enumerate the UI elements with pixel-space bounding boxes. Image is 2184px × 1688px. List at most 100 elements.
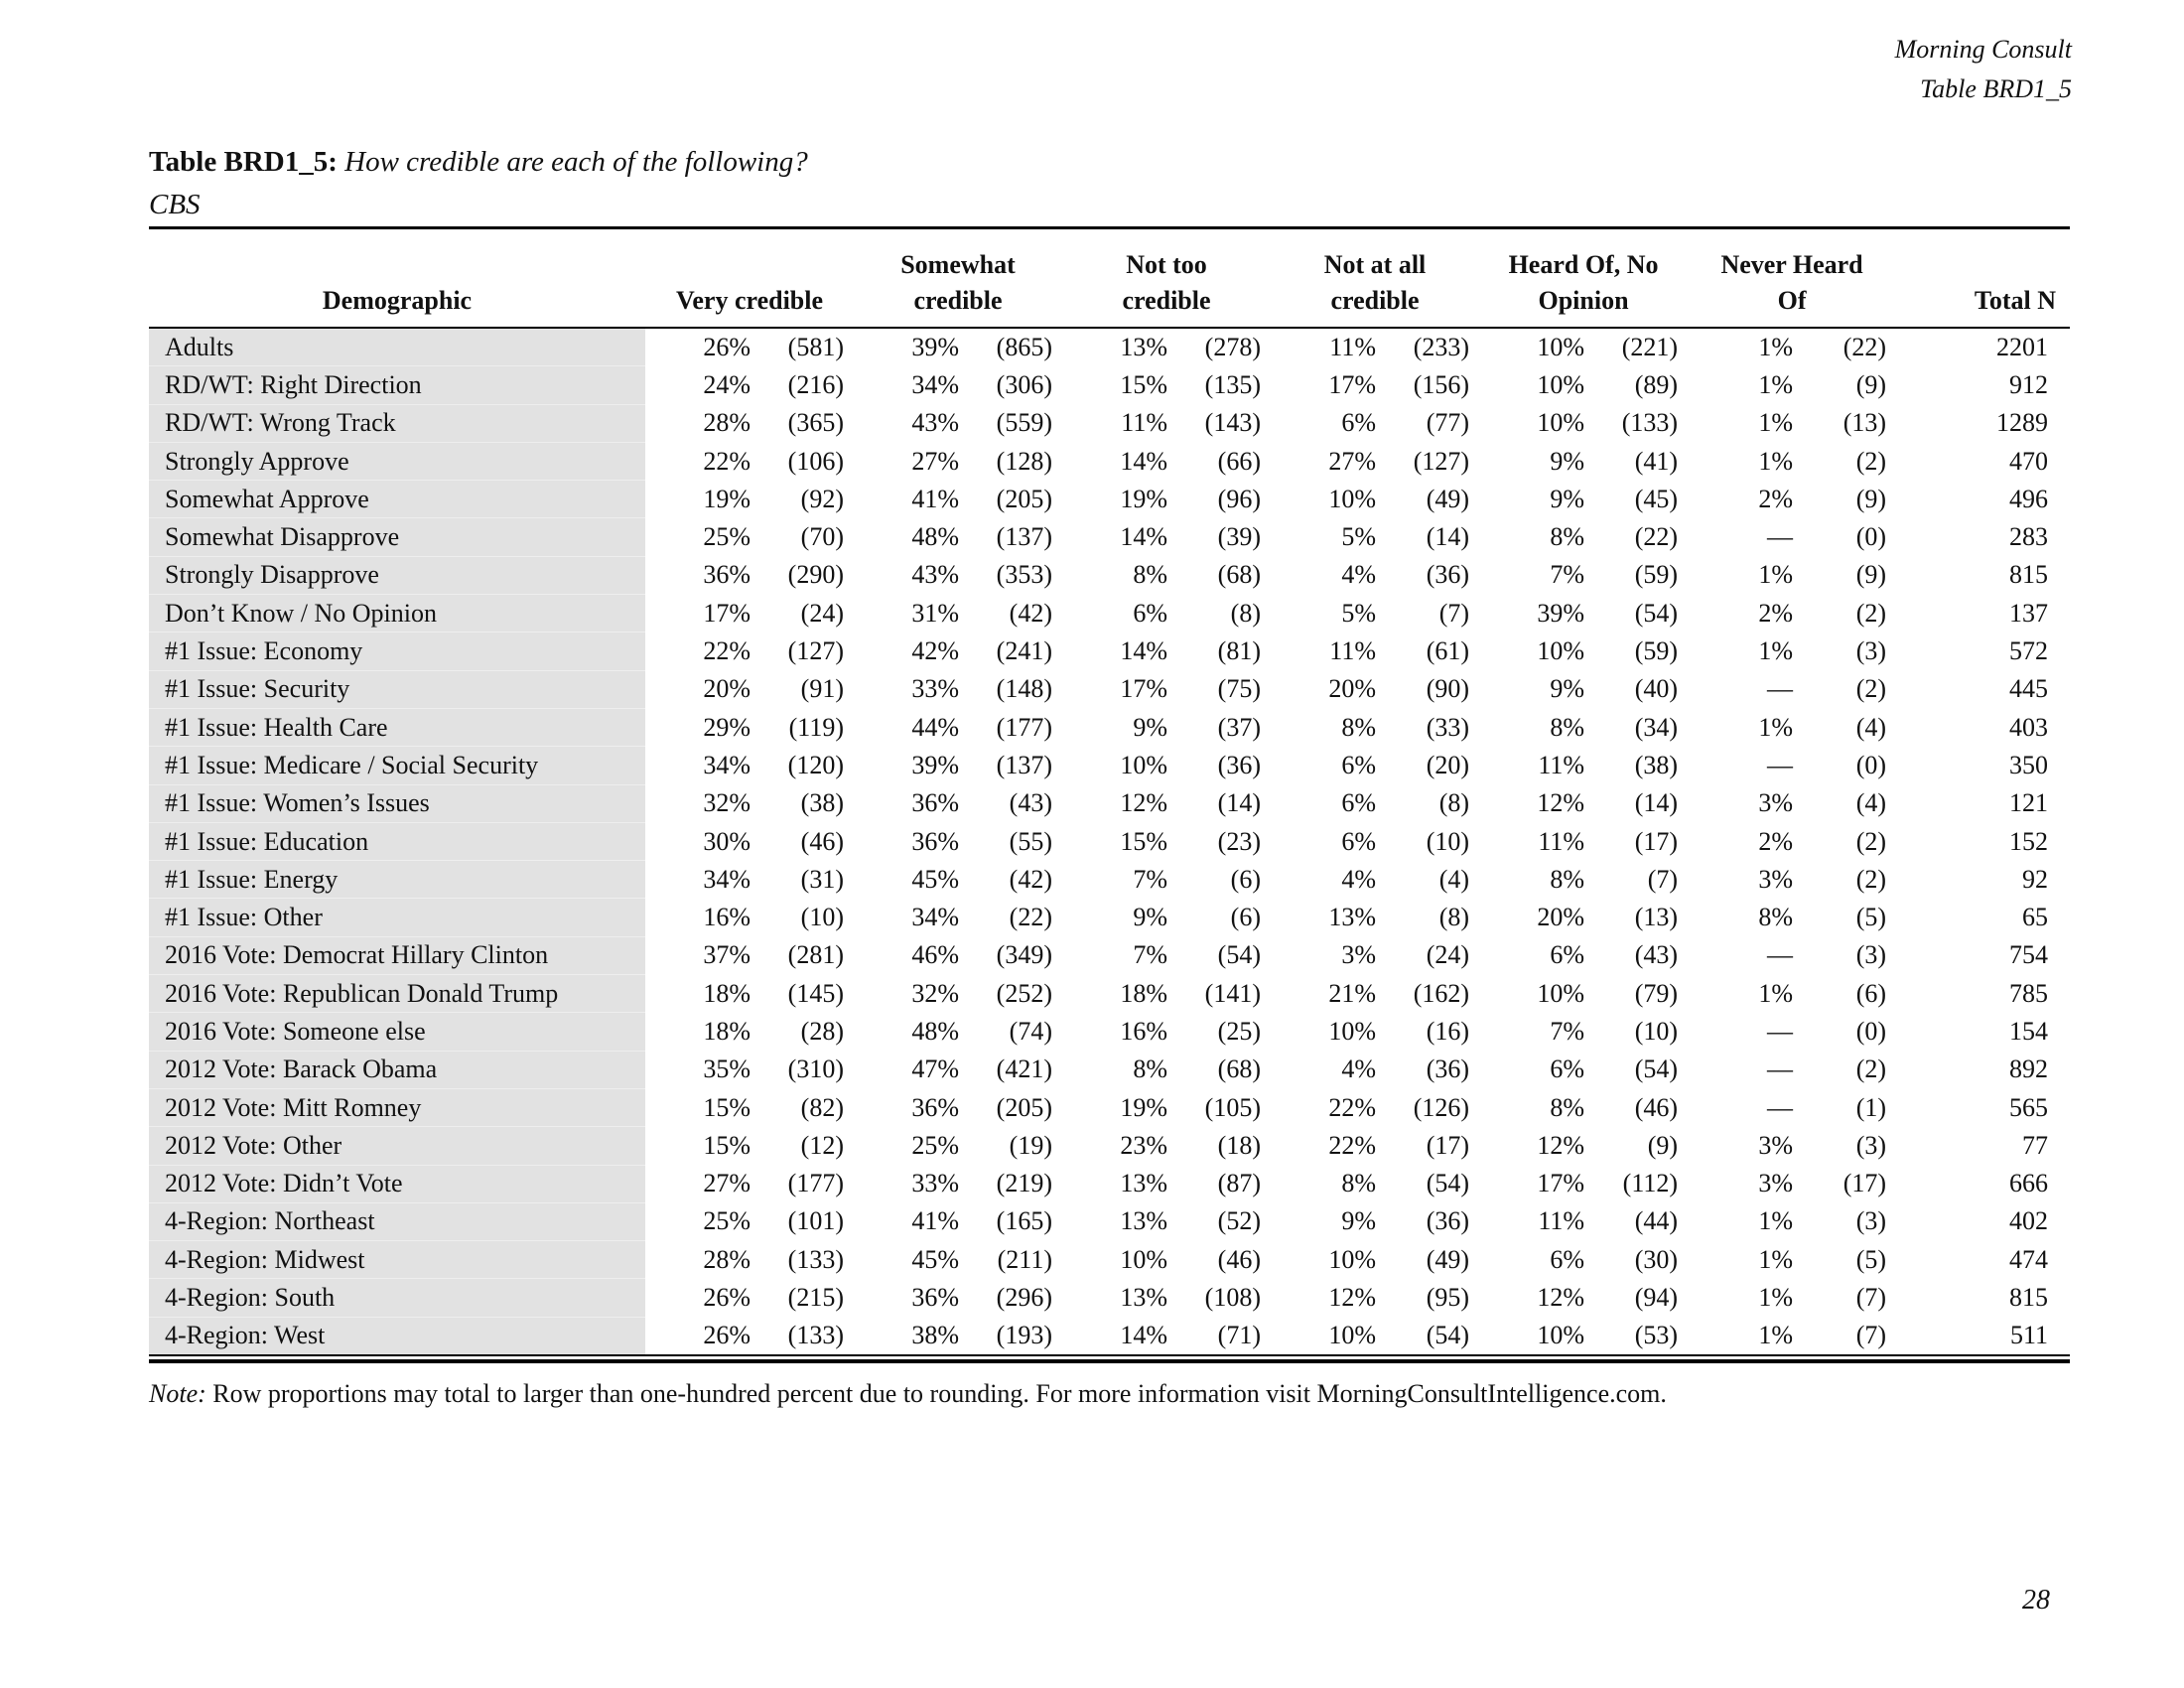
table-row: 2012 Vote: Other 15% (12) 25% (19) 23% (18) 22%… [149, 1126, 2070, 1166]
cell-count: (865) [996, 332, 1052, 361]
cell-count: (34) [1634, 712, 1679, 742]
table-row: Don’t Know / No Opinion 17% (24) 31% (42) 6% (… [149, 594, 2070, 633]
cell-count: (6) [1855, 978, 1887, 1008]
cell-total-n: 666 [2009, 1169, 2049, 1198]
cell-percent: 34% [911, 369, 959, 399]
cell-percent: 20% [1537, 903, 1585, 932]
cell-total-n: 496 [2009, 484, 2049, 513]
cell-percent: 8% [1133, 560, 1167, 590]
row-label: 4-Region: Midwest [149, 1240, 645, 1280]
cell-count: (68) [1217, 1055, 1261, 1084]
cell-percent: 8% [1341, 712, 1376, 742]
cell-percent: 1% [1758, 978, 1794, 1008]
cell-percent: 8% [1550, 522, 1585, 552]
cell-count: (46) [800, 826, 844, 856]
cell-count: (127) [1413, 446, 1470, 476]
cell-count: (39) [1217, 522, 1261, 552]
cell-count: (141) [1204, 978, 1261, 1008]
cell-count: (133) [787, 1321, 844, 1350]
cell-percent: 1% [1758, 636, 1794, 666]
table-body: Adults 26% (581) 39% (865) 13% (278) 11% (233) 10… [149, 328, 2070, 1356]
cell-percent: — [1767, 1092, 1794, 1122]
cell-count: (106) [787, 446, 844, 476]
cell-count: (71) [1217, 1321, 1261, 1350]
cell-count: (252) [996, 978, 1052, 1008]
table-row: 2012 Vote: Barack Obama 35% (310) 47% (421) 8… [149, 1051, 2070, 1089]
cell-count: (25) [1217, 1016, 1261, 1046]
cell-count: (61) [1426, 636, 1470, 666]
cell-percent: 13% [1328, 903, 1376, 932]
cell-count: (3) [1855, 1206, 1887, 1236]
table-bottom-rule [149, 1359, 2070, 1364]
cell-count: (17) [1426, 1130, 1470, 1160]
cell-percent: 30% [703, 826, 751, 856]
cell-percent: 4% [1341, 864, 1376, 894]
cell-count: (310) [787, 1055, 844, 1084]
table-row: 4-Region: South 26% (215) 36% (296) 13% (108) 1… [149, 1278, 2070, 1318]
cell-count: (4) [1438, 864, 1470, 894]
cell-total-n: 754 [2009, 940, 2049, 970]
cell-percent: 38% [911, 1321, 959, 1350]
cell-percent: 10% [1120, 750, 1167, 779]
cell-count: (36) [1217, 750, 1261, 779]
cell-count: (74) [1009, 1016, 1052, 1046]
cell-count: (17) [1843, 1169, 1887, 1198]
cell-count: (19) [1009, 1130, 1052, 1160]
cell-count: (66) [1217, 446, 1261, 476]
table-row: #1 Issue: Security 20% (91) 33% (148) 17% (75)… [149, 670, 2070, 709]
data-table: Demographic Very credible Somewhat credi… [149, 226, 2071, 1357]
cell-count: (365) [787, 408, 844, 438]
table-row: Adults 26% (581) 39% (865) 13% (278) 11% (233) 10… [149, 328, 2070, 367]
cell-count: (112) [1622, 1169, 1679, 1198]
table-region: Demographic Very credible Somewhat credi… [149, 226, 2071, 1409]
cell-count: (54) [1634, 1055, 1679, 1084]
cell-count: (52) [1217, 1206, 1261, 1236]
cell-percent: 17% [1120, 674, 1167, 704]
row-label: 2012 Vote: Other [149, 1126, 645, 1166]
cell-count: (43) [1009, 788, 1052, 818]
table-row: #1 Issue: Economy 22% (127) 42% (241) 14% (81)… [149, 632, 2070, 671]
cell-count: (14) [1634, 788, 1679, 818]
cell-total-n: 77 [2022, 1130, 2049, 1160]
cell-percent: 1% [1758, 446, 1794, 476]
title-block: Table BRD1_5: How credible are each of t… [149, 141, 808, 226]
cell-count: (559) [996, 408, 1052, 438]
cell-percent: 14% [1120, 446, 1167, 476]
row-label: Adults [149, 328, 645, 367]
cell-percent: 10% [1537, 636, 1585, 666]
cell-count: (4) [1855, 788, 1887, 818]
cell-count: (349) [996, 940, 1052, 970]
cell-count: (233) [1413, 332, 1470, 361]
row-label: #1 Issue: Energy [149, 860, 645, 900]
cell-percent: 10% [1328, 1244, 1376, 1274]
cell-count: (54) [1426, 1169, 1470, 1198]
cell-count: (33) [1426, 712, 1470, 742]
cell-percent: 28% [703, 1244, 751, 1274]
column-header-total-n: Total N [1896, 227, 2071, 329]
cell-percent: 20% [703, 674, 751, 704]
cell-percent: 9% [1550, 484, 1585, 513]
cell-count: (22) [1634, 522, 1679, 552]
table-row: #1 Issue: Medicare / Social Security 34% (… [149, 746, 2070, 785]
cell-count: (120) [787, 750, 844, 779]
cell-count: (2) [1855, 864, 1887, 894]
cell-count: (6) [1230, 903, 1261, 932]
cell-count: (3) [1855, 636, 1887, 666]
cell-total-n: 402 [2009, 1206, 2049, 1236]
cell-count: (126) [1413, 1092, 1470, 1122]
cell-count: (81) [1217, 636, 1261, 666]
cell-percent: 44% [911, 712, 959, 742]
cell-percent: 17% [1537, 1169, 1585, 1198]
brand-text: Morning Consult [1894, 35, 2072, 64]
cell-total-n: 912 [2009, 369, 2049, 399]
table-row: 4-Region: West 26% (133) 38% (193) 14% (71) 10%… [149, 1317, 2070, 1356]
cell-total-n: 815 [2009, 560, 2049, 590]
cell-percent: 43% [911, 408, 959, 438]
cell-percent: 7% [1133, 864, 1167, 894]
cell-count: (219) [996, 1169, 1052, 1198]
cell-percent: 28% [703, 408, 751, 438]
cell-percent: 3% [1758, 1169, 1794, 1198]
cell-percent: 35% [703, 1055, 751, 1084]
cell-percent: 1% [1758, 408, 1794, 438]
cell-percent: 11% [1538, 826, 1585, 856]
